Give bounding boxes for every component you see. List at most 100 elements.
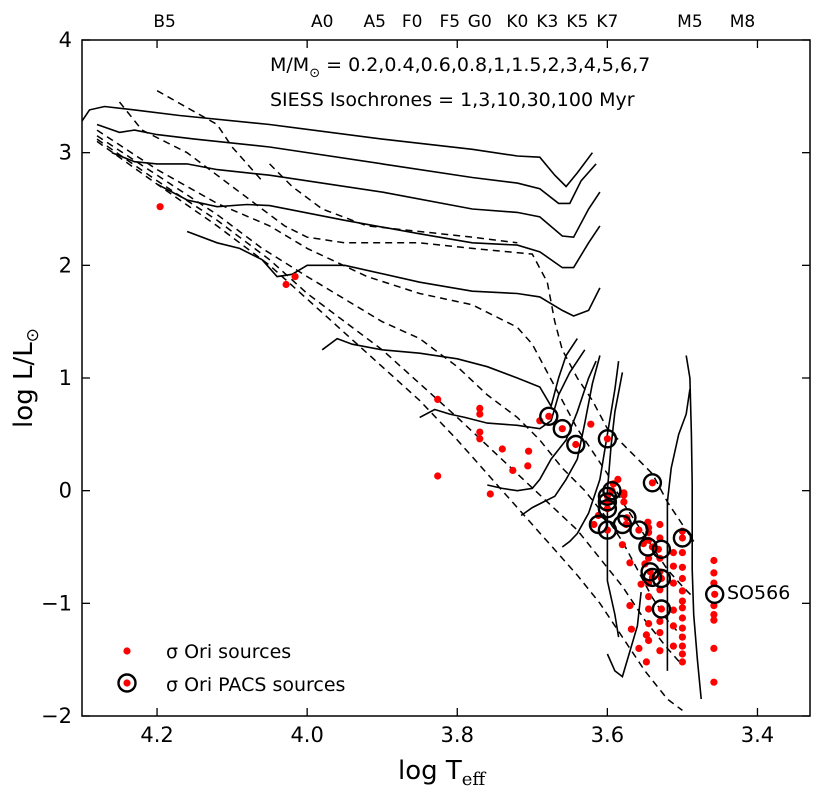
pacs-source-ring xyxy=(642,473,663,493)
sigma-ori-source-point xyxy=(434,395,442,403)
sigma-ori-source-point xyxy=(635,644,643,653)
pacs-source-ring xyxy=(539,406,559,426)
sigma-ori-source-point xyxy=(678,658,687,666)
sigma-ori-source-point xyxy=(669,579,678,587)
sigma-ori-source-point xyxy=(678,563,687,571)
isochrone-line xyxy=(269,163,518,244)
sigma-ori-source-point xyxy=(710,678,718,686)
sigma-ori-source-point xyxy=(678,642,687,650)
isochrone-line xyxy=(118,101,695,542)
mass-annotation: M/M⊙ = 0.2,0.4,0.6,0.8,1,1.5,2,3,4,5,6,7 xyxy=(270,54,650,81)
sigma-ori-source-point xyxy=(710,611,718,619)
x-tick-label: 3.8 xyxy=(441,723,474,747)
data-point-group xyxy=(156,203,719,686)
sigma-ori-source-point xyxy=(642,658,651,666)
sigma-ori-source-point xyxy=(603,435,612,443)
mass-track-line xyxy=(321,337,578,409)
spectral-type-label: M5 xyxy=(677,12,702,32)
mass-track-group xyxy=(81,105,702,700)
sigma-ori-source-point xyxy=(669,606,678,614)
sigma-ori-source-point xyxy=(669,622,678,630)
sigma-ori-source-point xyxy=(678,614,687,622)
spectral-type-label: M8 xyxy=(730,12,755,32)
sigma-ori-source-point xyxy=(669,562,678,570)
y-tick-label: 3 xyxy=(59,141,72,165)
sigma-ori-source-point xyxy=(678,587,687,595)
sigma-ori-source-point xyxy=(618,541,627,549)
isochrone-group xyxy=(96,90,695,711)
mass-track-line xyxy=(156,183,601,269)
spectral-type-label: F5 xyxy=(439,12,460,32)
pacs-source-ring xyxy=(597,429,618,449)
legend-ring-dot xyxy=(123,679,131,687)
sigma-ori-source-point xyxy=(476,435,484,443)
sigma-ori-source-point xyxy=(678,650,687,658)
legend-dot-marker xyxy=(123,647,131,655)
spectral-type-label: A0 xyxy=(311,12,333,32)
pacs-source-ring xyxy=(552,419,572,439)
sigma-ori-source-point xyxy=(635,526,643,534)
sigma-ori-source-point xyxy=(648,479,657,487)
sigma-ori-source-point xyxy=(434,472,442,480)
sigma-ori-source-point xyxy=(656,520,664,529)
x-tick-label: 3.4 xyxy=(741,723,774,747)
spectral-type-label: K0 xyxy=(506,12,528,32)
pacs-source-ring xyxy=(642,567,663,588)
legend: σ Ori sources σ Ori PACS sources xyxy=(117,641,345,696)
legend-label-pacs: σ Ori PACS sources xyxy=(166,674,345,696)
pacs-source-ring xyxy=(602,481,622,501)
pacs-source-ring xyxy=(597,486,618,506)
pacs-source-ring xyxy=(672,528,693,548)
y-tick-label: 2 xyxy=(59,253,72,277)
sigma-ori-source-point xyxy=(498,445,506,453)
sigma-ori-source-point xyxy=(657,605,666,613)
sigma-ori-source-point xyxy=(678,624,687,632)
legend-label-sources: σ Ori sources xyxy=(166,641,291,663)
sigma-ori-source-point xyxy=(678,633,687,641)
sigma-ori-source-point xyxy=(710,644,718,653)
mass-track-line xyxy=(606,372,624,638)
pacs-source-ring xyxy=(566,434,586,455)
mass-track-line xyxy=(487,360,597,492)
pacs-source-ring xyxy=(597,499,618,519)
sigma-ori-source-point xyxy=(587,420,595,428)
spectral-type-label: F0 xyxy=(402,12,423,32)
legend-ring-marker xyxy=(117,673,137,693)
sigma-ori-source-point xyxy=(558,425,566,433)
sigma-ori-source-point xyxy=(678,574,687,583)
mass-track-line xyxy=(96,123,597,205)
pacs-marker-group xyxy=(539,406,725,619)
sigma-ori-source-point xyxy=(656,617,664,626)
sigma-ori-source-point xyxy=(669,549,678,557)
plot-frame xyxy=(81,39,811,717)
y-tick-label: −1 xyxy=(41,591,72,615)
sigma-ori-source-point xyxy=(656,647,664,655)
spectral-type-label: K5 xyxy=(566,12,588,32)
so566-label: SO566 xyxy=(727,582,790,604)
isochrone-line xyxy=(96,140,683,711)
mass-track-line xyxy=(666,389,691,671)
sigma-ori-source-point xyxy=(476,404,484,412)
spectral-type-axis: B5 A0 A5 F0 F5 G0 K0 K3 K5 K7 M5 M8 xyxy=(153,12,755,32)
sigma-ori-source-point xyxy=(678,604,687,612)
sigma-ori-source-point xyxy=(637,580,645,588)
sigma-ori-source-point xyxy=(282,280,290,289)
pacs-source-ring xyxy=(588,514,609,535)
x-tick-label: 3.6 xyxy=(591,723,624,747)
y-tick-label: −2 xyxy=(41,704,72,728)
sigma-ori-source-point xyxy=(626,602,634,610)
spectral-type-label: K3 xyxy=(536,12,558,32)
mass-track-line xyxy=(520,355,601,517)
sigma-ori-source-point xyxy=(524,462,532,470)
isochrone-line xyxy=(96,129,695,599)
isochrone-line xyxy=(156,90,263,182)
sigma-ori-source-point xyxy=(620,489,628,497)
pacs-source-ring xyxy=(612,514,633,535)
pacs-source-ring xyxy=(651,539,672,559)
x-axis-title: log Teff xyxy=(398,756,486,790)
sigma-ori-source-point xyxy=(710,616,718,624)
sigma-ori-source-point xyxy=(645,593,653,601)
pacs-source-ring xyxy=(629,520,649,540)
sigma-ori-source-point xyxy=(711,590,719,598)
sigma-ori-source-point xyxy=(509,466,517,474)
